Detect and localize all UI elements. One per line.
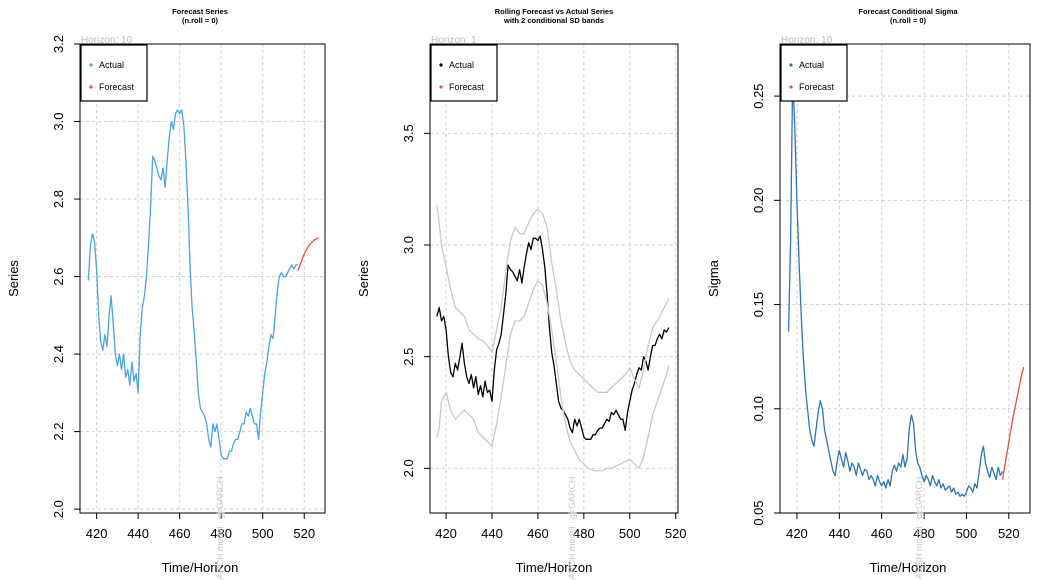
y-tick-label: 2.5 <box>401 348 416 366</box>
legend-label-actual: Actual <box>799 60 824 70</box>
legend-marker-forecast <box>89 85 93 89</box>
x-tick-label: 460 <box>871 526 893 541</box>
legend-box <box>780 44 848 102</box>
y-tick-label: 3.5 <box>401 124 416 142</box>
y-axis-label: Series <box>6 260 21 297</box>
legend-marker-forecast <box>789 85 793 89</box>
legend-marker-actual <box>789 63 793 67</box>
series-line-forecast <box>1001 366 1025 480</box>
watermark-text: GARCH model : gjrGARCH <box>215 476 225 580</box>
series-group <box>436 204 670 472</box>
legend-label-actual: Actual <box>449 60 474 70</box>
chart-subtitle: with 2 conditional SD bands <box>503 16 604 25</box>
chart-title: Rolling Forecast vs Actual Series <box>495 7 614 16</box>
chart-title: Forecast Conditional Sigma <box>858 7 958 16</box>
y-tick-label: 2.4 <box>51 345 66 363</box>
x-tick-label: 420 <box>86 526 108 541</box>
legend-label-actual: Actual <box>99 60 124 70</box>
legend: Actual Forecast <box>80 44 148 102</box>
x-tick-label: 440 <box>127 526 149 541</box>
y-tick-label: 3.2 <box>51 35 66 53</box>
y-tick-label: 2.2 <box>51 423 66 441</box>
series-line-forecast <box>297 237 320 271</box>
chart-subtitle: (n.roll = 0) <box>182 16 219 25</box>
x-axis-label: Time/Horizon <box>870 560 947 575</box>
y-tick-label: 2.0 <box>401 459 416 477</box>
series-line-band-2 <box>436 204 670 394</box>
y-tick-label: 3.0 <box>401 236 416 254</box>
y-tick-label: 2.8 <box>51 190 66 208</box>
chart-subtitle: (n.roll = 0) <box>890 16 927 25</box>
x-tick-label: 520 <box>998 526 1020 541</box>
y-axis-label: Sigma <box>706 259 721 297</box>
chart-title: Forecast Series <box>172 7 228 16</box>
series-line-band-3 <box>436 280 670 472</box>
x-tick-label: 500 <box>252 526 274 541</box>
legend-box <box>80 44 148 102</box>
panel-forecast-series: Forecast Series(n.roll = 0)420 440 460 480 5… <box>6 7 326 580</box>
grid-lines <box>780 44 1030 514</box>
legend-marker-actual <box>89 63 93 67</box>
panel-conditional-sigma: Forecast Conditional Sigma(n.roll = 0) 42… <box>706 7 1031 580</box>
x-tick-label: 440 <box>828 526 850 541</box>
y-tick-label: 0.10 <box>751 396 766 421</box>
y-tick-label: 0.20 <box>751 188 766 213</box>
y-tick-label: 0.05 <box>751 500 766 525</box>
axes: 420 440 460 480 500 520 2.0 2.5 3.0 3.5 <box>401 124 687 541</box>
x-axis-label: Time/Horizon <box>162 560 239 575</box>
series-line-actual <box>87 109 298 460</box>
x-tick-label: 460 <box>169 526 191 541</box>
x-tick-label: 440 <box>481 526 503 541</box>
x-tick-label: 520 <box>293 526 315 541</box>
series-group <box>787 74 1025 497</box>
legend: Actual Forecast <box>780 44 848 102</box>
horizon-label: Horizon: 10 <box>781 35 833 46</box>
watermark-text: GARCH model : gjrGARCH <box>914 476 924 580</box>
horizon-label: Horizon: 10 <box>81 35 133 46</box>
legend-label-forecast: Forecast <box>99 82 135 92</box>
series-group <box>87 109 320 460</box>
watermark-text: GARCH model : gjrGARCH <box>567 476 577 580</box>
x-tick-label: 420 <box>435 526 457 541</box>
x-axis-label: Time/Horizon <box>516 560 593 575</box>
plot-frame <box>79 43 326 514</box>
legend-label-forecast: Forecast <box>799 82 835 92</box>
y-tick-label: 0.15 <box>751 292 766 317</box>
y-tick-label: 2.0 <box>51 500 66 518</box>
series-line-actual <box>787 74 1004 497</box>
x-tick-label: 420 <box>786 526 808 541</box>
x-tick-label: 480 <box>913 526 935 541</box>
plot-frame <box>429 43 679 514</box>
y-tick-label: 3.0 <box>51 112 66 130</box>
legend-box <box>430 44 498 102</box>
x-tick-label: 480 <box>573 526 595 541</box>
y-tick-label: 0.25 <box>751 83 766 108</box>
x-tick-label: 520 <box>665 526 687 541</box>
x-tick-label: 480 <box>210 526 232 541</box>
x-tick-label: 500 <box>619 526 641 541</box>
legend: Actual Forecast <box>430 44 498 102</box>
series-line-actual <box>436 235 670 440</box>
legend-marker-actual <box>439 63 443 67</box>
grid-lines <box>430 44 678 513</box>
y-axis-label: Series <box>356 260 371 297</box>
y-tick-label: 2.6 <box>51 268 66 286</box>
legend-marker-forecast <box>439 85 443 89</box>
x-tick-label: 460 <box>527 526 549 541</box>
x-tick-label: 500 <box>956 526 978 541</box>
axes: 420 440 460 480 500 520 0.05 0.10 0.15 0.20 0.25 <box>751 83 1020 541</box>
plot-frame <box>779 43 1031 514</box>
axes: 420 440 460 480 500 520 2.0 2.2 2.4 2.6 2.8 3.0 3.2 <box>51 35 315 541</box>
horizon-label: Horizon: 1 <box>431 35 477 46</box>
legend-label-forecast: Forecast <box>449 82 485 92</box>
grid-lines <box>80 43 325 513</box>
